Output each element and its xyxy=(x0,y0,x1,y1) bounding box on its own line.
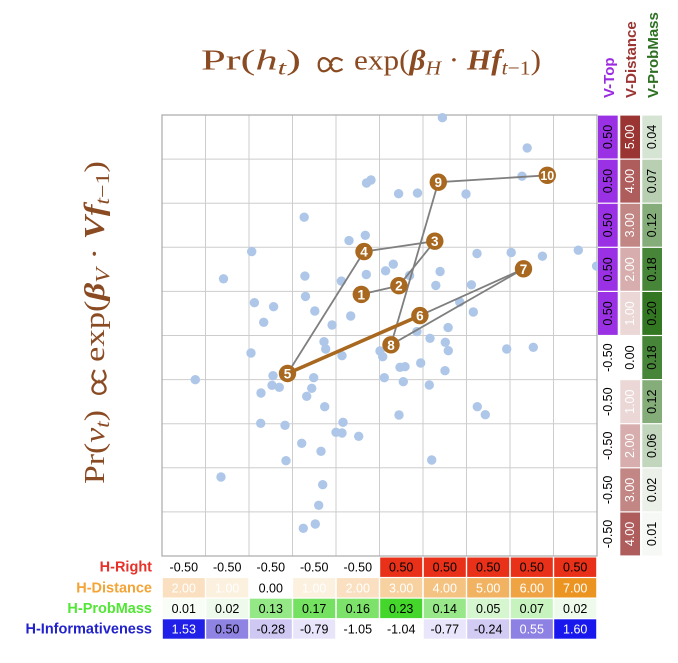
svg-text:0.01: 0.01 xyxy=(645,522,659,546)
svg-text:H-Distance: H-Distance xyxy=(76,580,152,596)
svg-text:2.00: 2.00 xyxy=(346,581,370,595)
svg-text:1.60: 1.60 xyxy=(563,623,587,637)
svg-text:1.00: 1.00 xyxy=(623,301,637,325)
svg-text:V-Top: V-Top xyxy=(600,57,617,98)
svg-text:0.50: 0.50 xyxy=(601,301,615,325)
svg-text:5.00: 5.00 xyxy=(623,125,637,149)
svg-text:-0.50: -0.50 xyxy=(601,387,615,416)
svg-text:2.00: 2.00 xyxy=(623,434,637,458)
svg-text:0.04: 0.04 xyxy=(645,125,659,149)
svg-text:0.12: 0.12 xyxy=(645,213,659,237)
svg-text:10: 10 xyxy=(540,169,554,183)
svg-text:0.50: 0.50 xyxy=(601,213,615,237)
svg-text:-0.24: -0.24 xyxy=(474,623,503,637)
svg-text:H-ProbMass: H-ProbMass xyxy=(67,601,152,617)
svg-text:0.02: 0.02 xyxy=(563,602,587,616)
svg-text:6: 6 xyxy=(416,309,424,324)
svg-text:-0.28: -0.28 xyxy=(257,623,286,637)
svg-text:2: 2 xyxy=(395,279,403,294)
svg-text:6.00: 6.00 xyxy=(520,581,544,595)
svg-text:1.00: 1.00 xyxy=(215,581,239,595)
svg-text:-0.50: -0.50 xyxy=(601,520,615,549)
svg-text:0.07: 0.07 xyxy=(520,602,544,616)
svg-text:8: 8 xyxy=(387,338,395,353)
svg-text:V-Distance: V-Distance xyxy=(623,21,640,98)
svg-text:H-Right: H-Right xyxy=(100,560,153,576)
svg-text:-0.50: -0.50 xyxy=(213,561,242,575)
svg-text:1: 1 xyxy=(358,287,366,302)
svg-text:1.00: 1.00 xyxy=(623,389,637,413)
svg-text:4.00: 4.00 xyxy=(623,522,637,546)
svg-text:0.00: 0.00 xyxy=(259,581,283,595)
svg-text:5: 5 xyxy=(284,367,292,382)
svg-text:-0.50: -0.50 xyxy=(300,561,329,575)
svg-text:-0.50: -0.50 xyxy=(170,561,199,575)
svg-text:0.05: 0.05 xyxy=(476,602,500,616)
svg-text:0.06: 0.06 xyxy=(645,434,659,458)
svg-text:0.50: 0.50 xyxy=(520,561,544,575)
svg-text:Pr(ht): Pr(h t) xyxy=(201,45,301,80)
svg-text:V-ProbMass: V-ProbMass xyxy=(645,12,662,98)
svg-text:0.50: 0.50 xyxy=(476,561,500,575)
svg-text:-0.79: -0.79 xyxy=(300,623,329,637)
svg-text:0.00: 0.00 xyxy=(623,345,637,369)
svg-text:2.00: 2.00 xyxy=(623,257,637,281)
svg-text:-0.77: -0.77 xyxy=(431,623,460,637)
svg-text:0.55: 0.55 xyxy=(520,623,544,637)
svg-text:3: 3 xyxy=(431,234,439,249)
svg-text:-0.50: -0.50 xyxy=(601,432,615,461)
svg-text:0.14: 0.14 xyxy=(433,602,457,616)
svg-text:-0.50: -0.50 xyxy=(601,476,615,505)
svg-text:H-Informativeness: H-Informativeness xyxy=(25,622,152,638)
svg-text:0.23: 0.23 xyxy=(389,602,413,616)
svg-text:-1.04: -1.04 xyxy=(387,623,416,637)
svg-text:0.50: 0.50 xyxy=(601,125,615,149)
svg-text:0.13: 0.13 xyxy=(259,602,283,616)
svg-text:-0.50: -0.50 xyxy=(344,561,373,575)
svg-text:0.16: 0.16 xyxy=(346,602,370,616)
svg-text:0.50: 0.50 xyxy=(601,257,615,281)
svg-text:0.17: 0.17 xyxy=(302,602,326,616)
svg-text:7: 7 xyxy=(520,262,528,277)
svg-text:0.02: 0.02 xyxy=(215,602,239,616)
svg-text:-0.50: -0.50 xyxy=(257,561,286,575)
svg-text:0.02: 0.02 xyxy=(645,478,659,502)
svg-text:9: 9 xyxy=(435,175,443,190)
svg-text:4: 4 xyxy=(360,245,368,260)
svg-text:0.50: 0.50 xyxy=(215,623,239,637)
svg-text:0.07: 0.07 xyxy=(645,169,659,193)
svg-text:3.00: 3.00 xyxy=(389,581,413,595)
svg-text:2.00: 2.00 xyxy=(172,581,196,595)
svg-text:Pr(vt): Pr(vt) xyxy=(79,410,114,484)
svg-text:-0.50: -0.50 xyxy=(601,343,615,372)
svg-text:0.01: 0.01 xyxy=(172,602,196,616)
svg-text:0.12: 0.12 xyxy=(645,389,659,413)
svg-text:0.50: 0.50 xyxy=(389,561,413,575)
svg-text:0.50: 0.50 xyxy=(601,169,615,193)
svg-text:0.50: 0.50 xyxy=(563,561,587,575)
svg-text:-1.05: -1.05 xyxy=(344,623,373,637)
svg-text:0.50: 0.50 xyxy=(433,561,457,575)
svg-text:1.00: 1.00 xyxy=(302,581,326,595)
svg-text:7.00: 7.00 xyxy=(563,581,587,595)
svg-text:3.00: 3.00 xyxy=(623,478,637,502)
svg-text:0.18: 0.18 xyxy=(645,257,659,281)
svg-text:4.00: 4.00 xyxy=(623,169,637,193)
svg-text:4.00: 4.00 xyxy=(433,581,457,595)
svg-text:0.20: 0.20 xyxy=(645,301,659,325)
svg-text:3.00: 3.00 xyxy=(623,213,637,237)
svg-text:1.53: 1.53 xyxy=(172,623,196,637)
svg-text:5.00: 5.00 xyxy=(476,581,500,595)
svg-text:0.18: 0.18 xyxy=(645,345,659,369)
